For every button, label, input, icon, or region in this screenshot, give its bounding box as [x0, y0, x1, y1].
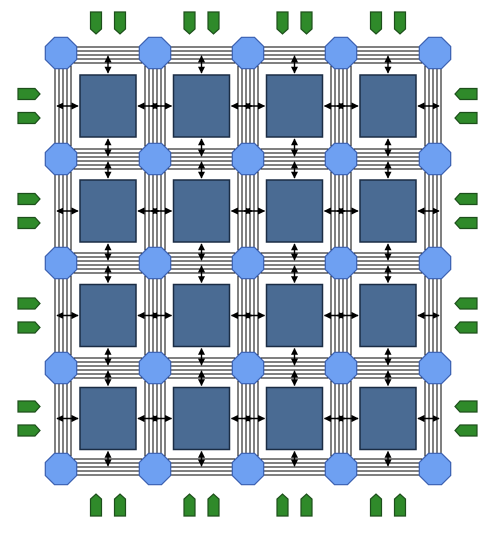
switch-box	[418, 246, 452, 280]
io-pad	[454, 111, 478, 125]
switch-box	[324, 351, 358, 385]
switch-box	[138, 246, 172, 280]
switch-box	[418, 36, 452, 70]
io-pad	[17, 424, 41, 437]
logic-block	[79, 283, 137, 348]
logic-block	[265, 74, 324, 138]
io-pad	[17, 111, 41, 125]
logic-block	[265, 283, 324, 348]
io-pad	[454, 87, 478, 101]
io-pad	[369, 11, 383, 35]
io-pad	[113, 11, 127, 35]
logic-block	[359, 386, 417, 451]
switch-box	[418, 142, 452, 176]
io-pad	[89, 493, 103, 517]
switch-box	[138, 36, 172, 70]
switch-box	[44, 351, 78, 385]
io-pad	[276, 493, 289, 517]
logic-block	[265, 386, 324, 451]
io-pad	[369, 493, 383, 517]
connection-arrows	[56, 55, 440, 467]
logic-block	[172, 179, 231, 243]
switch-box	[231, 351, 265, 385]
io-pad	[17, 87, 41, 101]
io-pad	[113, 493, 127, 517]
io-pad	[89, 11, 103, 35]
logic-block	[359, 179, 417, 243]
switch-box	[231, 142, 265, 176]
switch-box	[44, 142, 78, 176]
io-pad	[17, 216, 41, 230]
io-pad	[17, 297, 41, 310]
io-pads	[17, 11, 478, 517]
switch-box	[324, 36, 358, 70]
switch-box	[231, 246, 265, 280]
logic-blocks	[70, 62, 426, 460]
io-pad	[454, 424, 478, 437]
switch-boxes	[44, 36, 452, 486]
logic-block	[172, 386, 231, 451]
io-pad	[454, 192, 478, 206]
logic-block	[359, 74, 417, 138]
io-pad	[300, 11, 313, 35]
logic-block	[359, 283, 417, 348]
io-pad	[207, 11, 220, 35]
logic-block	[79, 74, 137, 138]
switch-box	[324, 246, 358, 280]
logic-block	[265, 179, 324, 243]
io-pad	[393, 493, 407, 517]
switch-box	[44, 246, 78, 280]
logic-block	[79, 386, 137, 451]
io-pad	[300, 493, 313, 517]
io-pad	[207, 493, 220, 517]
switch-box	[138, 351, 172, 385]
switch-box	[44, 452, 78, 486]
switch-box	[138, 142, 172, 176]
switch-box	[231, 452, 265, 486]
io-pad	[183, 11, 196, 35]
logic-block	[172, 74, 231, 138]
switch-box	[324, 142, 358, 176]
logic-block	[79, 179, 137, 243]
io-pad	[17, 400, 41, 413]
switch-box	[138, 452, 172, 486]
switch-box	[418, 452, 452, 486]
io-pad	[393, 11, 407, 35]
io-pad	[276, 11, 289, 35]
switch-box	[418, 351, 452, 385]
switch-box	[44, 36, 78, 70]
io-pad	[17, 321, 41, 334]
io-pad	[183, 493, 196, 517]
switch-box	[324, 452, 358, 486]
io-pad	[454, 400, 478, 413]
io-pad	[454, 297, 478, 310]
switch-box	[231, 36, 265, 70]
io-pad	[454, 216, 478, 230]
io-pad	[454, 321, 478, 334]
io-pad	[17, 192, 41, 206]
logic-block	[172, 283, 231, 348]
